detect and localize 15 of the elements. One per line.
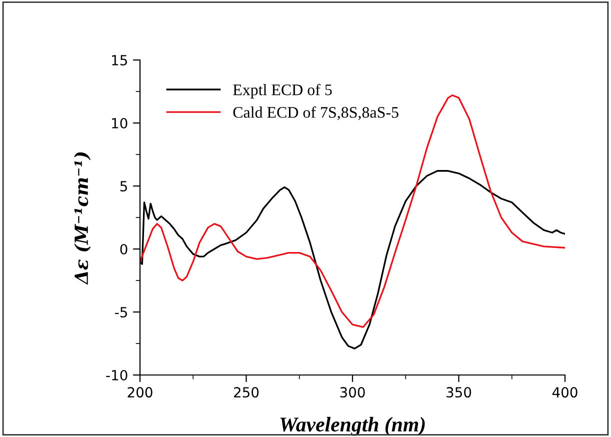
legend-label: Cald ECD of 7S,8S,8aS-5 <box>233 106 398 120</box>
y-tick-label: -10 <box>106 370 128 380</box>
x-tick-label: 300 <box>340 387 365 398</box>
y-tick-label: 10 <box>112 118 128 128</box>
y-tick-label: 0 <box>120 244 128 254</box>
y-tick-label: 5 <box>120 181 127 192</box>
y-tick-label: 15 <box>112 55 127 66</box>
y-tick-label: -5 <box>115 307 127 318</box>
x-tick-label: 400 <box>552 387 578 398</box>
legend-label: Exptl ECD of 5 <box>233 84 332 98</box>
x-tick-label: 200 <box>128 387 152 398</box>
x-tick-label: 350 <box>446 387 472 398</box>
x-tick-label: 250 <box>234 387 259 398</box>
y-axis-title: Δε (M⁻¹cm⁻¹) <box>74 152 91 285</box>
x-axis-title: Wavelength (nm) <box>280 416 425 436</box>
